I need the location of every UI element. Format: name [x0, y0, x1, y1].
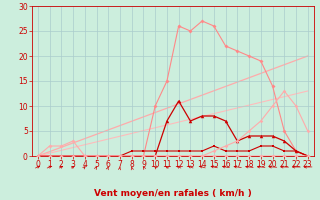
X-axis label: Vent moyen/en rafales ( km/h ): Vent moyen/en rafales ( km/h ) [94, 189, 252, 198]
